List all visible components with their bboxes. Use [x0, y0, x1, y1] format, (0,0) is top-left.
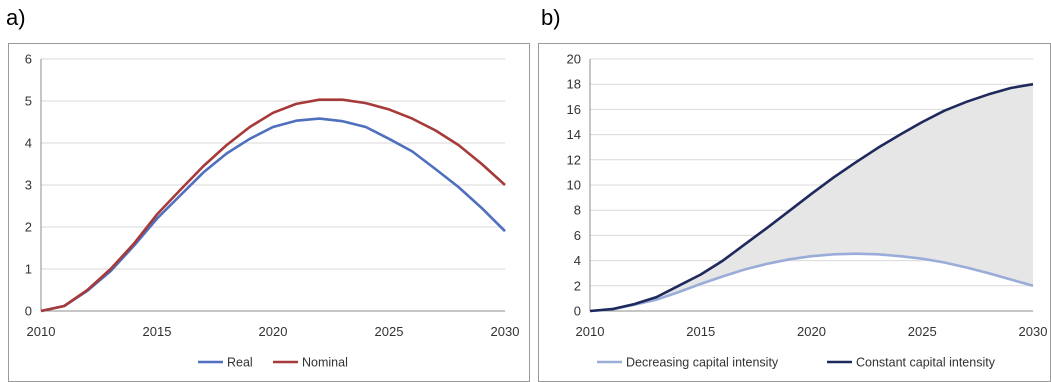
chart-1-legend-label-0: Decreasing capital intensity	[626, 356, 779, 370]
chart-1-ytick-label: 20	[567, 52, 581, 67]
chart-1-ytick-label: 4	[574, 253, 581, 268]
chart-1-ytick-label: 16	[567, 102, 581, 117]
chart-1-ytick-label: 0	[574, 304, 581, 319]
chart-1-ytick-label: 6	[574, 228, 581, 243]
chart-0-series-line-0	[40, 117, 506, 313]
chart-1-xtick-label: 2015	[686, 324, 715, 339]
chart-0-ytick-label: 5	[25, 94, 32, 109]
panel-a-label: a)	[6, 5, 26, 30]
chart-1-xtick-label: 2020	[797, 324, 826, 339]
chart-0-ytick-label: 0	[25, 304, 32, 319]
chart-1-ytick-label: 18	[567, 77, 581, 92]
chart-a-frame	[8, 43, 530, 382]
panel-b-label: b)	[541, 5, 561, 30]
chart-1-ytick-label: 10	[567, 178, 581, 193]
chart-0-ytick-label: 4	[25, 136, 32, 151]
chart-1-xtick-label: 2010	[576, 324, 605, 339]
chart-0-xtick-label: 2010	[27, 324, 56, 339]
chart-0-xtick-label: 2025	[375, 324, 404, 339]
chart-0-xtick-label: 2015	[143, 324, 172, 339]
chart-1-xtick-label: 2030	[1019, 324, 1048, 339]
chart-1-ytick-label: 14	[567, 127, 581, 142]
chart-0-xtick-label: 2020	[259, 324, 288, 339]
chart-1-series-line-0	[589, 252, 1034, 313]
chart-1-xtick-label: 2025	[908, 324, 937, 339]
chart-0-ytick-label: 1	[25, 262, 32, 277]
chart-0-series-line-1	[40, 98, 506, 313]
chart-0-ytick-label: 6	[25, 52, 32, 67]
chart-0-xtick-label: 2030	[491, 324, 520, 339]
chart-1-series-line-1	[589, 82, 1034, 313]
chart-1-ytick-label: 2	[574, 278, 581, 293]
chart-0-legend-label-0: Real	[227, 356, 253, 370]
chart-1-ytick-label: 12	[567, 152, 581, 167]
chart-1-ytick-label: 8	[574, 203, 581, 218]
chart-0-ytick-label: 3	[25, 178, 32, 193]
chart-1-legend-label-1: Constant capital intensity	[856, 356, 996, 370]
chart-0-legend-label-1: Nominal	[302, 356, 348, 370]
chart-1-fill-between-area	[590, 84, 1033, 311]
chart-0-ytick-label: 2	[25, 220, 32, 235]
